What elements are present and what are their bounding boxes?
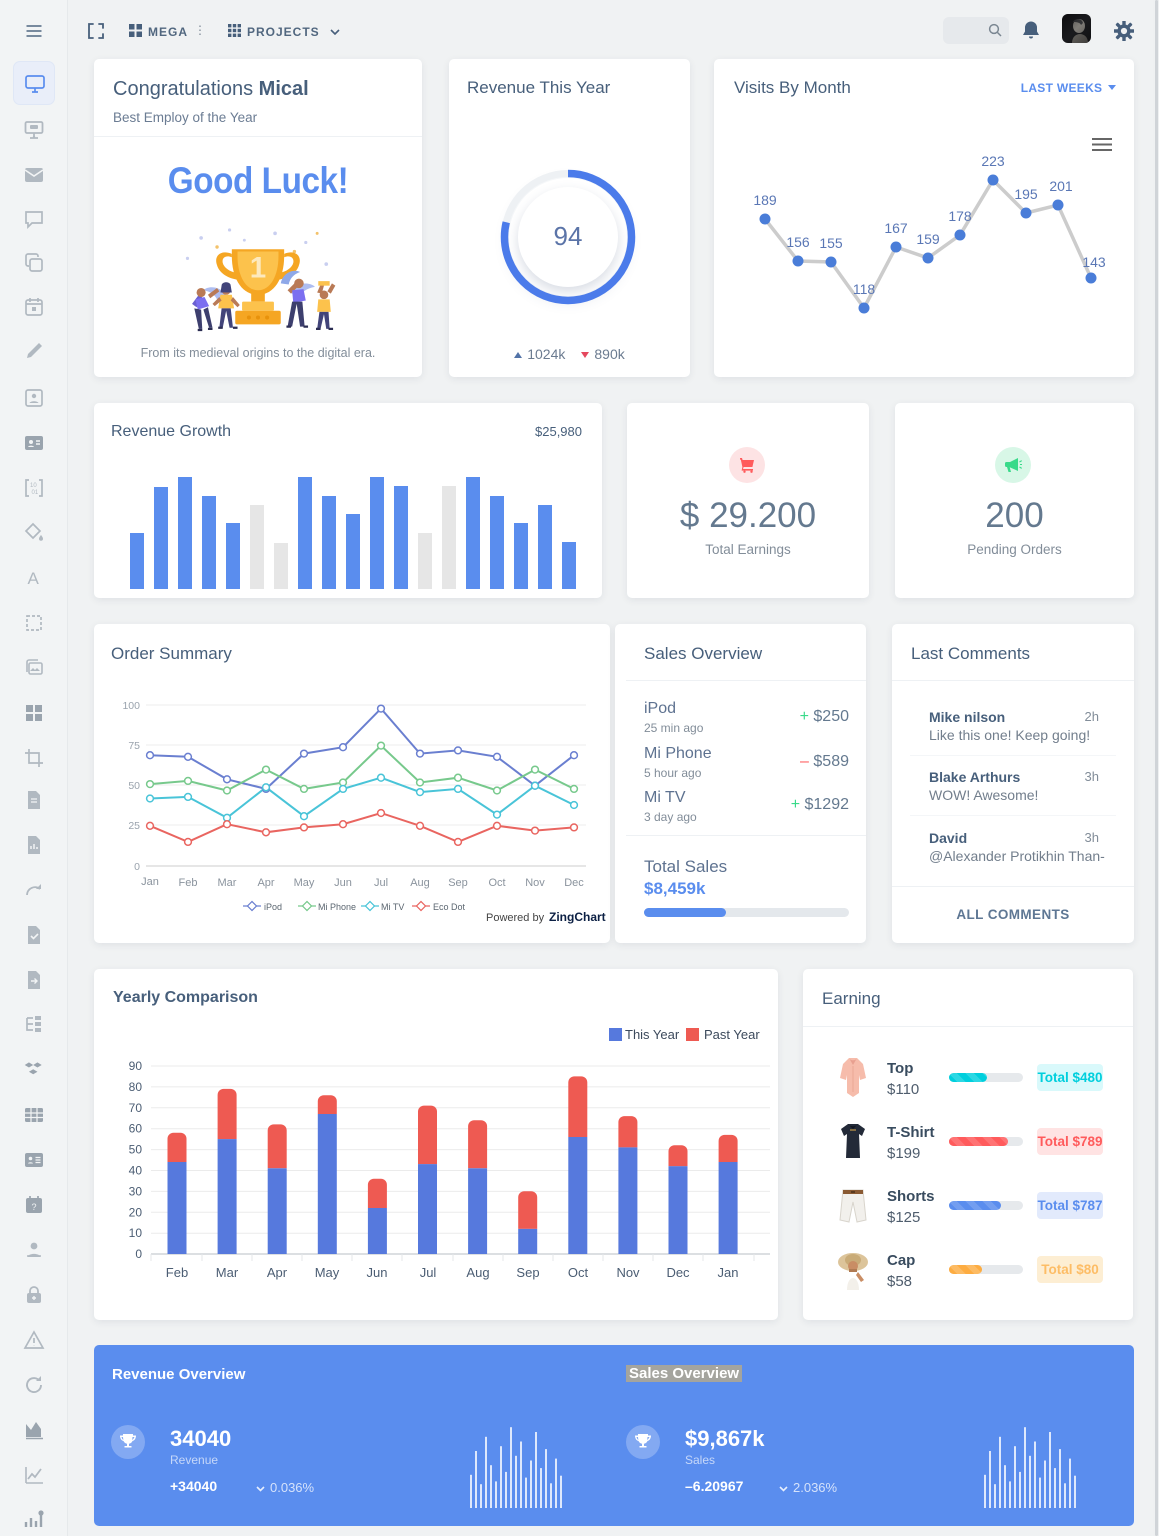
- svg-text:Aug: Aug: [410, 877, 430, 889]
- svg-text:May: May: [294, 877, 315, 889]
- svg-text:167: 167: [884, 220, 908, 236]
- svg-text:155: 155: [819, 235, 843, 251]
- svg-text:Aug: Aug: [466, 1265, 489, 1280]
- svg-text:Feb: Feb: [179, 877, 198, 889]
- svg-text:178: 178: [948, 208, 972, 224]
- svg-text:143: 143: [1082, 254, 1106, 270]
- svg-text:50: 50: [129, 1143, 143, 1157]
- svg-text:Jul: Jul: [420, 1265, 437, 1280]
- svg-text:118: 118: [853, 281, 876, 297]
- svg-text:30: 30: [129, 1184, 143, 1198]
- svg-text:Apr: Apr: [267, 1265, 288, 1280]
- svg-text:Dec: Dec: [564, 877, 584, 889]
- svg-text:189: 189: [753, 192, 777, 208]
- svg-text:iPod: iPod: [264, 902, 282, 912]
- svg-text:Apr: Apr: [257, 877, 274, 889]
- svg-text:Nov: Nov: [616, 1265, 640, 1280]
- svg-text:ZingChart: ZingChart: [549, 910, 606, 924]
- svg-text:20: 20: [129, 1205, 143, 1219]
- svg-text:Sep: Sep: [516, 1265, 539, 1280]
- svg-text:70: 70: [129, 1101, 143, 1115]
- svg-text:50: 50: [128, 780, 140, 792]
- svg-text:Powered by: Powered by: [486, 912, 545, 924]
- svg-text:Oct: Oct: [488, 877, 505, 889]
- svg-text:Jan: Jan: [141, 876, 159, 888]
- svg-text:156: 156: [786, 234, 810, 250]
- svg-text:Jun: Jun: [367, 1265, 388, 1280]
- svg-text:159: 159: [916, 231, 940, 247]
- svg-text:Sep: Sep: [448, 877, 468, 889]
- svg-text:10: 10: [129, 1226, 143, 1240]
- svg-text:Feb: Feb: [166, 1265, 188, 1280]
- svg-text:40: 40: [129, 1164, 143, 1178]
- svg-text:80: 80: [129, 1080, 143, 1094]
- svg-text:0: 0: [134, 861, 140, 873]
- svg-text:Eco Dot: Eco Dot: [433, 902, 466, 912]
- svg-text:0: 0: [135, 1247, 142, 1261]
- svg-text:100: 100: [122, 700, 140, 712]
- svg-text:This Year: This Year: [625, 1027, 680, 1042]
- svg-text:Mi TV: Mi TV: [381, 902, 404, 912]
- svg-text:223: 223: [981, 153, 1005, 169]
- svg-text:25: 25: [128, 820, 140, 832]
- svg-text:Dec: Dec: [666, 1265, 690, 1280]
- svg-text:90: 90: [129, 1059, 143, 1073]
- svg-text:May: May: [315, 1265, 340, 1280]
- svg-text:Past Year: Past Year: [704, 1027, 760, 1042]
- svg-text:Mar: Mar: [216, 1265, 239, 1280]
- svg-text:60: 60: [129, 1122, 143, 1136]
- svg-text:1: 1: [250, 252, 266, 285]
- svg-text:75: 75: [128, 740, 140, 752]
- svg-text:Nov: Nov: [525, 877, 545, 889]
- svg-text:Jun: Jun: [334, 877, 352, 889]
- svg-text:Jul: Jul: [374, 877, 388, 889]
- svg-text:Mi Phone: Mi Phone: [318, 902, 356, 912]
- svg-text:Mar: Mar: [218, 877, 237, 889]
- svg-text:201: 201: [1049, 178, 1073, 194]
- svg-text:195: 195: [1014, 186, 1038, 202]
- svg-text:Oct: Oct: [568, 1265, 589, 1280]
- svg-text:Jan: Jan: [718, 1265, 739, 1280]
